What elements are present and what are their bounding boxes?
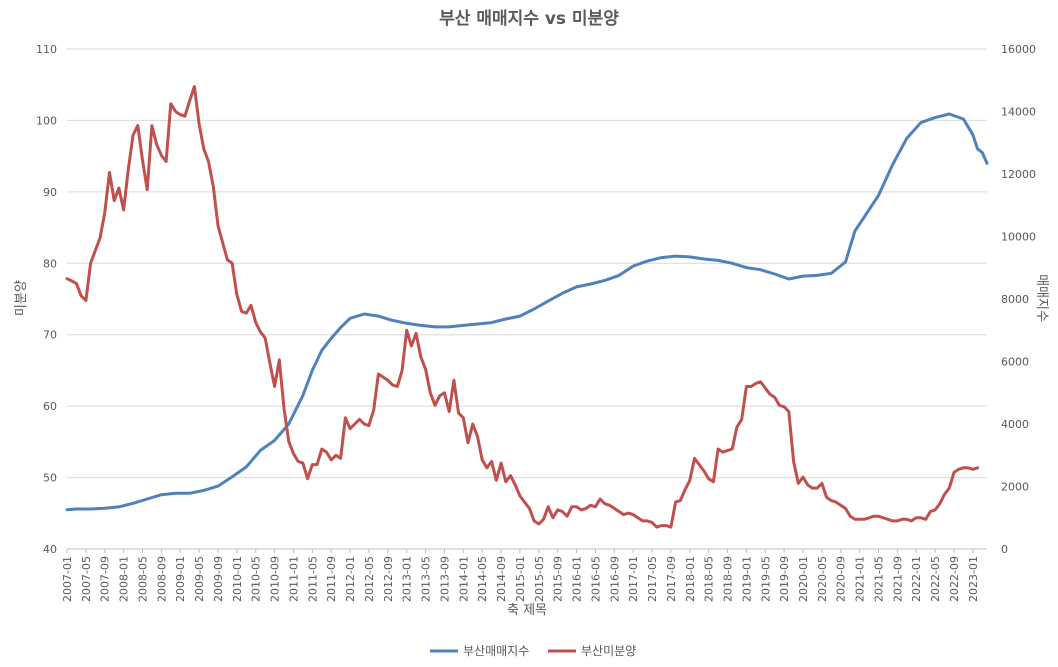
x-tick-label: 2009-05 bbox=[193, 556, 206, 602]
x-tick-label: 2008-05 bbox=[136, 556, 149, 602]
x-tick-label: 2013-05 bbox=[420, 556, 433, 602]
x-tick-label: 2009-01 bbox=[174, 556, 187, 602]
left-tick-label: 80 bbox=[43, 257, 57, 270]
x-tick-label: 2022-05 bbox=[929, 556, 942, 602]
x-tick-label: 2020-05 bbox=[816, 556, 829, 602]
x-tick-label: 2012-05 bbox=[363, 556, 376, 602]
x-tick-label: 2017-05 bbox=[646, 556, 659, 602]
x-tick-label: 2019-09 bbox=[778, 556, 791, 602]
left-tick-label: 90 bbox=[43, 186, 57, 199]
x-tick-label: 2022-09 bbox=[948, 556, 961, 602]
legend-item-unsold: 부산미분양 bbox=[548, 644, 636, 658]
gridlines bbox=[67, 48, 987, 550]
series-line-unsold bbox=[65, 85, 980, 529]
x-tick-label: 2019-05 bbox=[759, 556, 772, 602]
x-tick-label: 2007-05 bbox=[80, 556, 93, 602]
x-tick-label: 2017-09 bbox=[665, 556, 678, 602]
x-tick-label: 2008-01 bbox=[118, 556, 131, 602]
x-tick-label: 2015-01 bbox=[514, 556, 527, 602]
left-tick-label: 100 bbox=[36, 114, 57, 127]
legend-label-unsold: 부산미분양 bbox=[581, 644, 636, 658]
right-tick-label: 2000 bbox=[1001, 481, 1029, 494]
right-tick-label: 14000 bbox=[1001, 106, 1036, 119]
x-tick-label: 2021-01 bbox=[854, 556, 867, 602]
x-tick-label: 2022-01 bbox=[910, 556, 923, 602]
x-tick-label: 2017-01 bbox=[627, 556, 640, 602]
x-tick-label: 2011-05 bbox=[306, 556, 319, 602]
left-tick-label: 70 bbox=[43, 329, 57, 342]
x-tick-label: 2013-09 bbox=[438, 556, 451, 602]
x-tick-label: 2014-01 bbox=[457, 556, 470, 602]
x-tick-label: 2020-01 bbox=[797, 556, 810, 602]
series-lines bbox=[65, 85, 989, 529]
x-tick-label: 2018-05 bbox=[703, 556, 716, 602]
x-tick-label: 2010-01 bbox=[231, 556, 244, 602]
x-tick-label: 2010-05 bbox=[250, 556, 263, 602]
right-tick-label: 8000 bbox=[1001, 293, 1029, 306]
x-tick-label: 2016-05 bbox=[589, 556, 602, 602]
left-axis-label: 미분양 bbox=[14, 280, 29, 316]
x-tick-label: 2019-01 bbox=[740, 556, 753, 602]
x-tick-label: 2012-01 bbox=[344, 556, 357, 602]
x-tick-label: 2009-09 bbox=[212, 556, 225, 602]
x-tick-label: 2015-09 bbox=[552, 556, 565, 602]
x-tick-label: 2023-01 bbox=[967, 556, 980, 602]
x-tick-label: 2011-09 bbox=[325, 556, 338, 602]
legend-item-index: 부산매매지수 bbox=[430, 644, 529, 658]
right-tick-label: 16000 bbox=[1001, 43, 1036, 56]
left-tick-label: 50 bbox=[43, 472, 57, 485]
x-tick-label: 2010-09 bbox=[269, 556, 282, 602]
x-tick-label: 2016-01 bbox=[571, 556, 584, 602]
x-tick-label: 2018-09 bbox=[722, 556, 735, 602]
left-axis-ticks: 40 50 60 70 80 90 100 110 bbox=[36, 43, 57, 556]
series-line-index bbox=[65, 112, 989, 512]
x-tick-label: 2012-09 bbox=[382, 556, 395, 602]
right-tick-label: 12000 bbox=[1001, 168, 1036, 181]
x-tick-label: 2007-01 bbox=[61, 556, 74, 602]
x-tick-label: 2018-01 bbox=[684, 556, 697, 602]
x-tick-label: 2020-09 bbox=[835, 556, 848, 602]
x-tick-label: 2015-05 bbox=[533, 556, 546, 602]
legend-label-index: 부산매매지수 bbox=[463, 644, 529, 658]
right-tick-label: 4000 bbox=[1001, 418, 1029, 431]
chart-title: 부산 매매지수 vs 미분양 bbox=[439, 9, 619, 29]
right-tick-label: 10000 bbox=[1001, 231, 1036, 244]
x-tick-label: 2007-09 bbox=[99, 556, 112, 602]
legend: 부산매매지수 부산미분양 bbox=[430, 644, 636, 658]
x-tick-label: 2014-09 bbox=[495, 556, 508, 602]
x-axis-ticks: 2007-01 2007-05 2007-09 2008-01 2008-05 2008-… bbox=[61, 549, 980, 602]
left-tick-label: 60 bbox=[43, 400, 57, 413]
right-axis-ticks: 0 2000 4000 6000 8000 10000 12000 14000 16000 bbox=[1001, 43, 1036, 556]
x-tick-label: 2016-09 bbox=[608, 556, 621, 602]
left-tick-label: 110 bbox=[36, 43, 57, 56]
right-tick-label: 0 bbox=[1001, 543, 1008, 556]
left-tick-label: 40 bbox=[43, 543, 57, 556]
x-tick-label: 2013-01 bbox=[401, 556, 414, 602]
x-tick-label: 2021-05 bbox=[872, 556, 885, 602]
x-tick-label: 2021-09 bbox=[891, 556, 904, 602]
x-tick-label: 2014-05 bbox=[476, 556, 489, 602]
x-tick-label: 2011-01 bbox=[287, 556, 300, 602]
x-tick-label: 2008-09 bbox=[155, 556, 168, 602]
x-axis-label: 축 제목 bbox=[507, 603, 547, 618]
right-tick-label: 6000 bbox=[1001, 356, 1029, 369]
right-axis-label: 매매지수 bbox=[1034, 274, 1049, 322]
